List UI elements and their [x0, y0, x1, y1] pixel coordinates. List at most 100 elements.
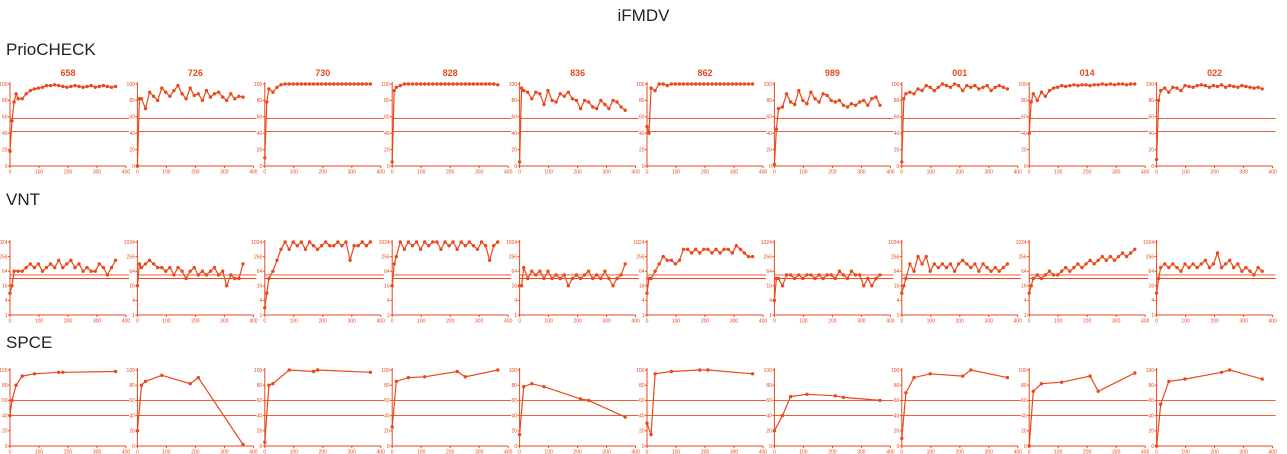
panel-8-point-20	[1104, 83, 1109, 87]
panel-17-xtick-label-0: 0	[900, 319, 903, 325]
panel-3-point-0	[390, 160, 394, 164]
panel-3-ytick-label-2: 40	[384, 131, 390, 137]
panel-17-point-4	[912, 269, 916, 273]
panel-23-point-6	[496, 368, 500, 372]
panel-19-point-16	[1215, 251, 1220, 255]
panel-3-series-line	[391, 83, 498, 162]
panel-12-point-5	[279, 247, 283, 251]
panel-3-xtick-label-4: 400	[504, 170, 513, 176]
panel-22-point-2	[271, 382, 275, 386]
panel-13-xtick-label-4: 400	[504, 319, 513, 325]
panel-9-xtick-label-4: 400	[1268, 170, 1277, 176]
panel-0-point-3	[14, 92, 18, 96]
panel-5-point-10	[681, 82, 686, 86]
panel-9-point-17	[1219, 83, 1224, 87]
panel-22-point-0	[263, 440, 267, 444]
panel-4-point-2	[522, 88, 526, 93]
panel-11-point-4	[147, 258, 152, 262]
panel-2-ytick-label-5: 100	[254, 82, 263, 88]
panel-12-point-20	[340, 244, 344, 248]
panel-16-point-12	[817, 273, 821, 277]
panel-8-point-7	[1051, 86, 1056, 90]
panel-14-point-23	[607, 276, 611, 281]
panel-7-point-9	[932, 88, 936, 93]
panel-19-xtick-label-2: 200	[1210, 319, 1219, 325]
panel-4-point-1	[519, 86, 524, 90]
panel-5-point-12	[690, 82, 694, 86]
panel-11-point-22	[221, 269, 225, 273]
panel-3-point-27	[496, 83, 500, 87]
panel-8-point-19	[1100, 82, 1105, 86]
panel-17-xtick-label-1: 100	[927, 319, 936, 325]
panel-9-ytick-label-2: 40	[1149, 131, 1155, 137]
panel-14-point-15	[574, 273, 579, 277]
panel-13-point-0	[390, 284, 394, 288]
panel-7-point-13	[948, 85, 953, 90]
panel-8-point-4	[1039, 90, 1044, 94]
panel-18-point-26	[1129, 251, 1133, 255]
panel-3-point-9	[423, 82, 427, 86]
panel-1-point-12	[180, 92, 184, 96]
panel-6-point-13	[821, 92, 825, 96]
panel-9-point-16	[1215, 84, 1220, 89]
panel-24-xtick-label-0: 0	[518, 450, 521, 454]
panel-24-ytick-label-4: 80	[512, 383, 518, 389]
panel-15-point-24	[738, 247, 743, 251]
panel-7-point-1	[902, 97, 906, 101]
panel-19-point-6	[1175, 265, 1179, 270]
panel-14-point-22	[603, 269, 607, 273]
panel-13-point-12	[435, 240, 439, 244]
panel-27-ytick-label-5: 100	[891, 368, 900, 374]
panel-26-ytick-label-4: 80	[766, 383, 772, 389]
panel-8-xtick-label-3: 300	[1112, 170, 1121, 176]
panel-12-series-line	[264, 240, 371, 308]
panel-4-ytick-label-2: 40	[512, 131, 518, 137]
panel-8-point-0	[1027, 131, 1031, 135]
panel-2-point-14	[315, 82, 320, 86]
panel-5-series-line	[646, 83, 753, 134]
panel-13-point-27	[496, 240, 500, 244]
panel-20-xtick-label-1: 100	[35, 450, 44, 454]
panel-2-ytick-label-2: 40	[257, 131, 263, 137]
panel-18-xtick-label-1: 100	[1054, 319, 1063, 325]
panel-18-ytick-label-5: 1024	[1016, 240, 1027, 246]
panel-12-point-8	[291, 240, 295, 244]
panel-6-point-0	[772, 162, 777, 167]
panel-4-point-13	[566, 90, 570, 94]
panel-17-point-12	[944, 265, 949, 270]
panel-9-xtick-label-2: 200	[1210, 170, 1219, 176]
panel-6-point-1	[774, 127, 779, 131]
panel-26-point-0	[772, 429, 777, 433]
panel-13-xtick-label-3: 300	[475, 319, 484, 325]
panel-26-ytick-label-2: 40	[766, 413, 772, 419]
panel-22-series-line	[264, 369, 371, 443]
panel-2-point-18	[332, 82, 336, 86]
panel-9-point-12	[1199, 83, 1204, 87]
panel-16-point-26	[874, 276, 878, 281]
panel-24-ytick-label-0: 0	[514, 444, 517, 450]
panel-17-xtick-label-4: 400	[1014, 319, 1023, 325]
panel-6-point-26	[874, 95, 878, 99]
panel-10-point-11	[48, 262, 53, 266]
panel-19-point-8	[1183, 262, 1187, 266]
panel-10-ytick-label-1: 4	[5, 298, 8, 304]
panel-17-point-24	[993, 265, 997, 270]
panel-9-point-1	[1156, 98, 1161, 103]
panel-25-ytick-label-0: 0	[642, 444, 645, 450]
panel-6-point-5	[788, 100, 793, 104]
panel-8-point-18	[1096, 83, 1100, 87]
panel-8-point-26	[1129, 82, 1133, 86]
panel-18-point-17	[1092, 262, 1096, 266]
panel-8-point-27	[1133, 82, 1137, 86]
panel-22-point-4	[311, 369, 316, 374]
panel-7-point-4	[912, 92, 916, 96]
panel-0-point-15	[61, 84, 65, 89]
panel-9-point-3	[1163, 86, 1167, 90]
panel-20-xtick-label-0: 0	[9, 450, 12, 454]
panel-15-xtick-label-1: 100	[672, 319, 681, 325]
panel-20-xtick-label-2: 200	[64, 450, 73, 454]
panel-21-point-0	[135, 429, 140, 433]
panel-16-point-0	[772, 298, 777, 303]
panel-12-point-26	[364, 244, 368, 248]
panel-29-ytick-label-4: 80	[1149, 383, 1155, 389]
